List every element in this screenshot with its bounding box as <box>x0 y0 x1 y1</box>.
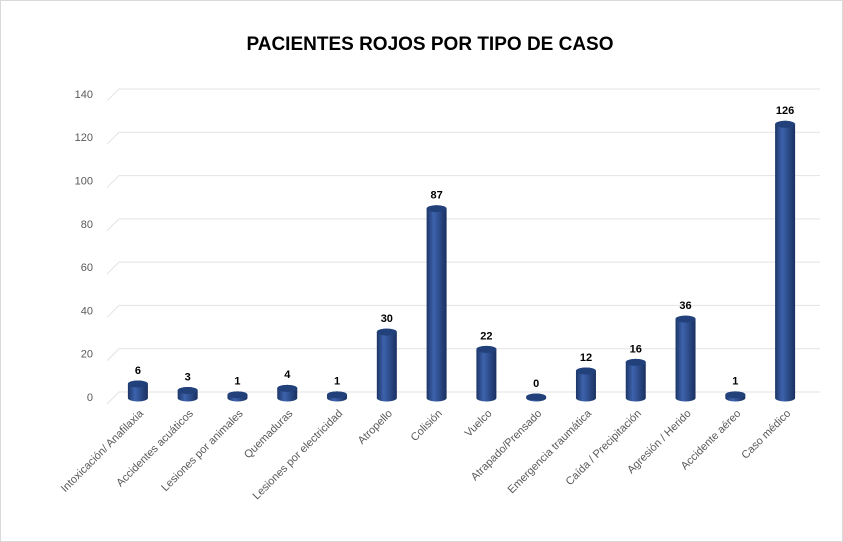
value-label: 36 <box>679 300 691 312</box>
value-label: 1 <box>334 376 340 388</box>
bar-top <box>675 315 696 323</box>
bar-top <box>177 387 198 395</box>
grid-line <box>106 218 820 232</box>
y-tick-label: 140 <box>75 89 93 101</box>
y-tick-label: 0 <box>87 392 93 404</box>
bar-top <box>327 391 348 399</box>
bar-top <box>277 384 298 392</box>
bar-top <box>526 393 547 401</box>
y-tick-label: 120 <box>75 132 93 144</box>
bar <box>675 315 696 402</box>
bar-top <box>625 358 646 366</box>
value-label: 30 <box>381 313 393 325</box>
value-label: 22 <box>480 330 492 342</box>
value-label: 1 <box>234 376 240 388</box>
bar <box>625 358 646 402</box>
value-label: 16 <box>630 343 642 355</box>
bar <box>376 328 397 402</box>
value-label: 4 <box>284 369 291 381</box>
y-tick-label: 20 <box>81 349 93 361</box>
y-tick-label: 60 <box>81 262 93 274</box>
value-label: 0 <box>533 378 539 390</box>
bar <box>476 345 497 402</box>
grid-line <box>106 261 820 275</box>
y-tick-label: 40 <box>81 305 93 317</box>
grid-line <box>106 304 820 318</box>
value-label: 12 <box>580 352 592 364</box>
value-label: 3 <box>185 371 191 383</box>
bar-top <box>376 328 397 336</box>
grid-line <box>106 131 820 145</box>
y-tick-label: 80 <box>81 219 93 231</box>
bar-top <box>775 120 796 128</box>
bar <box>575 367 596 402</box>
bar-top <box>227 391 248 399</box>
y-tick-label: 100 <box>75 175 93 187</box>
bar <box>775 120 796 402</box>
bar-top <box>476 345 497 353</box>
grid-line <box>106 88 820 102</box>
bar-top <box>127 380 148 388</box>
bar-top <box>575 367 596 375</box>
bar-top <box>725 391 746 399</box>
value-label: 126 <box>776 105 794 117</box>
value-label: 87 <box>430 190 442 202</box>
grid-line <box>106 348 820 362</box>
value-label: 6 <box>135 365 141 377</box>
value-label: 1 <box>732 376 738 388</box>
bar-top <box>426 205 447 213</box>
bar <box>426 205 447 402</box>
chart-title: PACIENTES ROJOS POR TIPO DE CASO <box>246 34 613 55</box>
grid-line <box>106 175 820 188</box>
